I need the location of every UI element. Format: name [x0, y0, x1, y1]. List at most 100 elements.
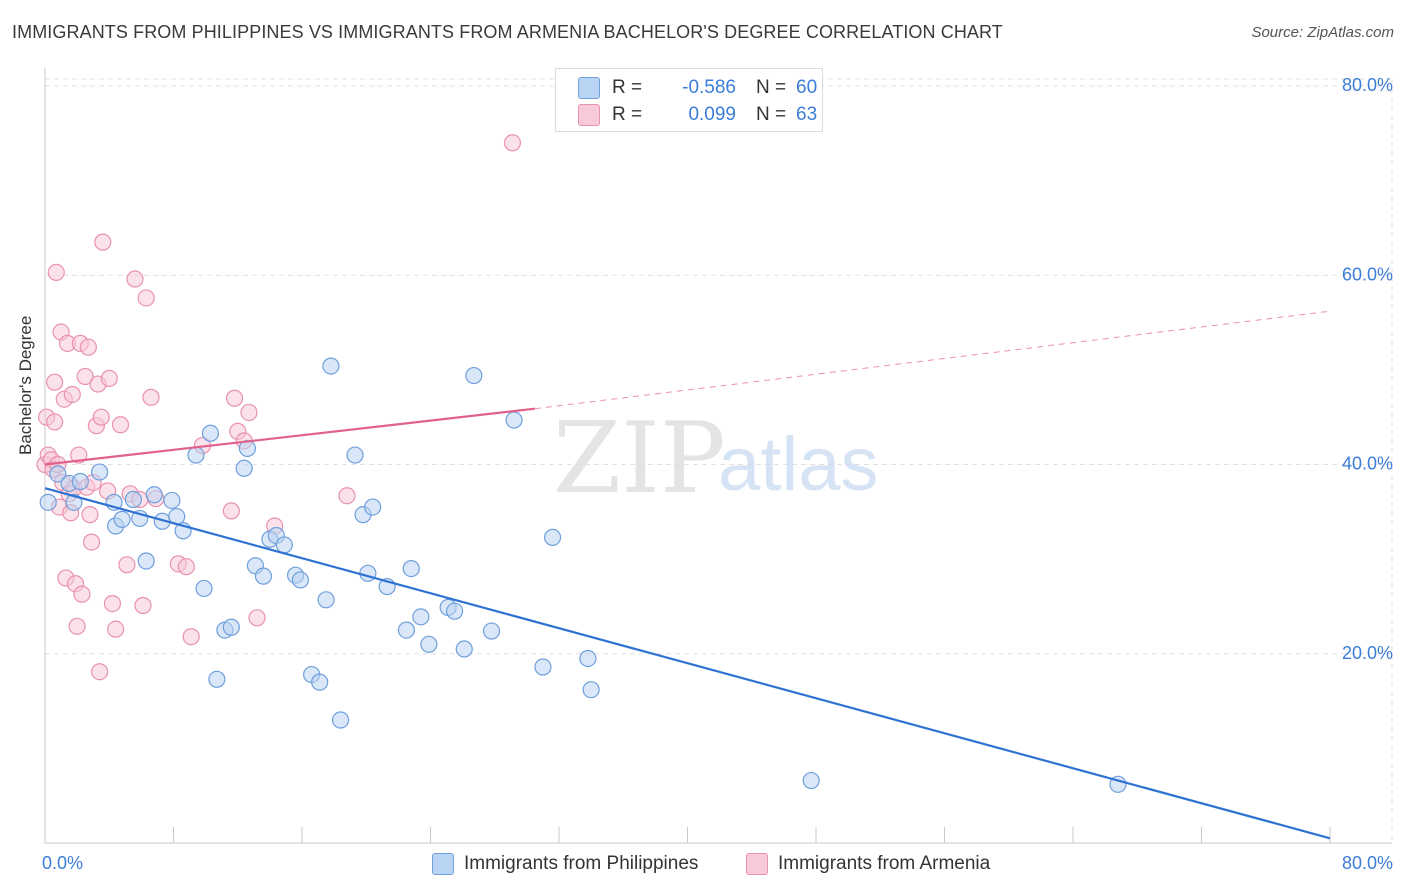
- philippines-point: [346, 446, 364, 464]
- philippines-point: [359, 564, 377, 582]
- armenia-point: [118, 556, 136, 574]
- philippines-point: [445, 602, 464, 620]
- legend-label: Immigrants from Philippines: [464, 853, 699, 874]
- philippines-point: [543, 528, 562, 546]
- r-label: R =: [612, 77, 643, 98]
- philippines-point: [235, 459, 253, 477]
- philippines-points: [39, 357, 1127, 793]
- philippines-point: [208, 670, 226, 688]
- armenia-point: [111, 416, 130, 434]
- n-value: 60: [796, 77, 818, 98]
- armenia-point: [91, 663, 109, 681]
- armenia-trend-line: [44, 407, 536, 466]
- philippines-point: [402, 559, 420, 578]
- armenia-point: [76, 367, 94, 386]
- armenia-point: [73, 585, 91, 603]
- philippines-point: [420, 635, 438, 653]
- philippines-point: [311, 673, 329, 691]
- armenia-point: [103, 594, 122, 613]
- legend-label: Immigrants from Armenia: [778, 853, 991, 874]
- philippines-point: [137, 552, 155, 570]
- philippines-point: [331, 711, 350, 729]
- armenia-swatch: [746, 853, 768, 875]
- watermark: ZIP atlas: [553, 402, 879, 516]
- philippines-point: [412, 608, 430, 626]
- philippines-point: [802, 771, 820, 790]
- chart-title: IMMIGRANTS FROM PHILIPPINES VS IMMIGRANT…: [12, 22, 1003, 42]
- y-axis-label: Bachelor's Degree: [16, 315, 35, 455]
- philippines-point: [505, 411, 523, 429]
- armenia-point: [503, 134, 522, 152]
- philippines-point: [364, 498, 382, 516]
- x-tick-label: 0.0%: [42, 853, 83, 873]
- philippines-swatch: [578, 77, 600, 99]
- philippines-point: [163, 491, 181, 510]
- armenia-point: [81, 506, 99, 524]
- philippines-point: [124, 490, 142, 509]
- armenia-point: [79, 338, 97, 356]
- y-tick-label: 40.0%: [1342, 454, 1393, 474]
- philippines-point: [291, 571, 309, 589]
- armenia-trend-extension: [534, 310, 1331, 410]
- philippines-point: [71, 472, 89, 491]
- armenia-point: [182, 628, 200, 646]
- armenia-point: [47, 263, 65, 282]
- philippines-point: [465, 366, 483, 385]
- x-tick-label: 80.0%: [1342, 853, 1393, 873]
- philippines-point: [275, 536, 293, 554]
- armenia-point: [46, 413, 64, 431]
- armenia-point: [92, 408, 110, 426]
- gridlines: [45, 78, 1393, 843]
- armenia-point: [248, 609, 266, 627]
- r-value: 0.099: [688, 104, 736, 125]
- trend-lines: [44, 310, 1331, 840]
- armenia-point: [68, 617, 86, 635]
- y-tick-label: 60.0%: [1342, 264, 1393, 284]
- armenia-point: [63, 385, 81, 404]
- armenia-point: [222, 502, 240, 520]
- philippines-point: [582, 681, 600, 699]
- philippines-point: [254, 567, 273, 585]
- armenia-point: [100, 369, 118, 387]
- philippines-point: [317, 591, 335, 609]
- n-label: N =: [756, 104, 787, 125]
- philippines-point: [222, 618, 240, 636]
- armenia-points: [36, 134, 522, 681]
- philippines-point: [579, 649, 597, 668]
- philippines-point: [65, 493, 83, 511]
- tick-labels: 20.0% 40.0% 60.0% 80.0% 0.0% 80.0%: [42, 75, 1393, 873]
- philippines-point: [49, 465, 67, 483]
- n-value: 63: [796, 104, 818, 125]
- philippines-point: [145, 486, 163, 504]
- armenia-point: [134, 596, 152, 615]
- armenia-point: [70, 446, 88, 464]
- correlation-legend: R = -0.586 N = 60 R = 0.099 N = 63: [555, 68, 823, 132]
- armenia-point: [137, 289, 155, 307]
- y-tick-label: 20.0%: [1342, 643, 1393, 663]
- philippines-point: [201, 424, 220, 442]
- philippines-trend-line: [44, 487, 1331, 840]
- armenia-point: [126, 270, 144, 288]
- armenia-swatch: [578, 104, 600, 126]
- y-tick-label: 80.0%: [1342, 75, 1393, 95]
- armenia-point: [177, 558, 195, 576]
- philippines-point: [113, 510, 131, 528]
- philippines-point: [397, 621, 416, 639]
- armenia-point: [94, 233, 112, 251]
- armenia-point: [142, 388, 160, 406]
- philippines-swatch: [432, 853, 454, 875]
- armenia-point: [46, 373, 64, 391]
- philippines-point: [195, 579, 213, 598]
- r-value: -0.586: [682, 77, 736, 98]
- watermark-atlas: atlas: [718, 422, 879, 507]
- philippines-point: [482, 622, 501, 640]
- philippines-point: [455, 640, 473, 658]
- n-label: N =: [756, 77, 787, 98]
- philippines-point: [39, 493, 57, 511]
- philippines-point: [187, 446, 205, 464]
- armenia-point: [240, 403, 258, 422]
- armenia-point: [82, 533, 101, 551]
- armenia-point: [225, 389, 244, 407]
- philippines-point: [322, 357, 340, 375]
